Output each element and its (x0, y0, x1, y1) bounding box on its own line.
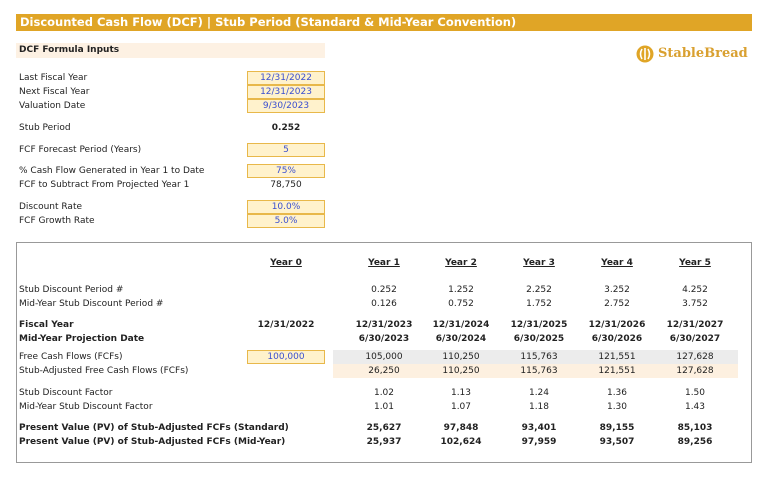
cell: 2.752 (604, 299, 630, 309)
cell: 12/31/2026 (588, 320, 646, 330)
cell: 12/31/2022 (257, 320, 315, 330)
cell: 1.50 (684, 388, 706, 398)
row-label: Fiscal Year (19, 320, 74, 330)
cell: 1.02 (373, 388, 395, 398)
cell: 6/30/2023 (358, 334, 410, 344)
cell: 1.13 (450, 388, 472, 398)
cell: 12/31/2024 (432, 320, 490, 330)
input-value: 9/30/2023 (247, 99, 325, 113)
row-shade (333, 350, 738, 364)
cell: 1.36 (606, 388, 628, 398)
cell: 1.752 (526, 299, 552, 309)
cell: 3.252 (604, 285, 630, 295)
cell: 121,551 (598, 352, 636, 362)
input-label: Valuation Date (19, 101, 86, 111)
cell: 97,959 (521, 437, 557, 447)
cell: 89,155 (599, 423, 635, 433)
cell: 89,256 (677, 437, 713, 447)
title-bar: Discounted Cash Flow (DCF) | Stub Period… (16, 14, 752, 31)
cell: 1.01 (373, 402, 395, 412)
cell: 4.252 (682, 285, 708, 295)
cell: 2.252 (526, 285, 552, 295)
input-value: 5 (247, 143, 325, 157)
cell: 85,103 (677, 423, 713, 433)
cell: 105,000 (365, 352, 403, 362)
logo-text: StableBread (658, 46, 748, 61)
cell: 115,763 (520, 366, 558, 376)
cell: 12/31/2025 (510, 320, 568, 330)
cell: 127,628 (676, 366, 714, 376)
cell: 127,628 (676, 352, 714, 362)
cell: 1.30 (606, 402, 628, 412)
cell: 93,507 (599, 437, 635, 447)
column-header: Year 4 (601, 258, 633, 268)
input-label: Next Fiscal Year (19, 87, 90, 97)
row-label: Stub Discount Factor (19, 388, 113, 398)
cell: 1.43 (684, 402, 706, 412)
cell: 6/30/2026 (591, 334, 643, 344)
input-label: Discount Rate (19, 202, 83, 212)
cell: 1.24 (528, 388, 550, 398)
table-frame (16, 242, 752, 463)
section-title: DCF Formula Inputs (16, 43, 325, 58)
input-value: 5.0% (247, 214, 325, 228)
cell: 110,250 (442, 352, 480, 362)
column-header: Year 0 (270, 258, 302, 268)
cell: 25,627 (366, 423, 402, 433)
input-value: 10.0% (247, 200, 325, 214)
cell: 6/30/2027 (669, 334, 721, 344)
cell: 121,551 (598, 366, 636, 376)
cell: 26,250 (368, 366, 400, 376)
input-label: Last Fiscal Year (19, 73, 88, 83)
cell: 0.252 (371, 285, 397, 295)
row-label: Mid-Year Stub Discount Period # (19, 299, 164, 309)
input-label: Stub Period (19, 123, 71, 133)
row-label: Present Value (PV) of Stub-Adjusted FCFs… (19, 437, 286, 447)
row-label: Mid-Year Stub Discount Factor (19, 402, 153, 412)
input-label: FCF Forecast Period (Years) (19, 145, 142, 155)
input-value: 75% (247, 164, 325, 178)
cell: 0.752 (448, 299, 474, 309)
logo-icon (636, 45, 654, 63)
cell: 25,937 (366, 437, 402, 447)
cell: 6/30/2024 (435, 334, 487, 344)
input-value: 100,000 (247, 350, 325, 364)
cell: 110,250 (442, 366, 480, 376)
row-label: Mid-Year Projection Date (19, 334, 145, 344)
cell: 102,624 (440, 437, 482, 447)
row-label: Stub-Adjusted Free Cash Flows (FCFs) (19, 366, 189, 376)
logo: StableBread (636, 44, 748, 64)
input-label: % Cash Flow Generated in Year 1 to Date (19, 166, 205, 176)
row-shade (333, 364, 738, 378)
cell: 93,401 (521, 423, 557, 433)
cell: 3.752 (682, 299, 708, 309)
input-label: FCF Growth Rate (19, 216, 95, 226)
column-header: Year 2 (445, 258, 477, 268)
column-header: Year 3 (523, 258, 555, 268)
row-label: Present Value (PV) of Stub-Adjusted FCFs… (19, 423, 289, 433)
row-label: Free Cash Flows (FCFs) (19, 352, 123, 362)
cell: 6/30/2025 (513, 334, 565, 344)
cell: 1.252 (448, 285, 474, 295)
cell: 12/31/2023 (355, 320, 413, 330)
row-label: Stub Discount Period # (19, 285, 124, 295)
calc-value: 0.252 (271, 123, 301, 133)
column-header: Year 1 (368, 258, 400, 268)
input-value: 12/31/2022 (247, 71, 325, 85)
cell: 0.126 (371, 299, 397, 309)
calc-value: 78,750 (270, 180, 302, 190)
cell: 1.07 (450, 402, 472, 412)
input-value: 12/31/2023 (247, 85, 325, 99)
cell: 97,848 (443, 423, 479, 433)
column-header: Year 5 (679, 258, 711, 268)
cell: 115,763 (520, 352, 558, 362)
cell: 12/31/2027 (666, 320, 724, 330)
input-label: FCF to Subtract From Projected Year 1 (19, 180, 190, 190)
cell: 1.18 (528, 402, 550, 412)
